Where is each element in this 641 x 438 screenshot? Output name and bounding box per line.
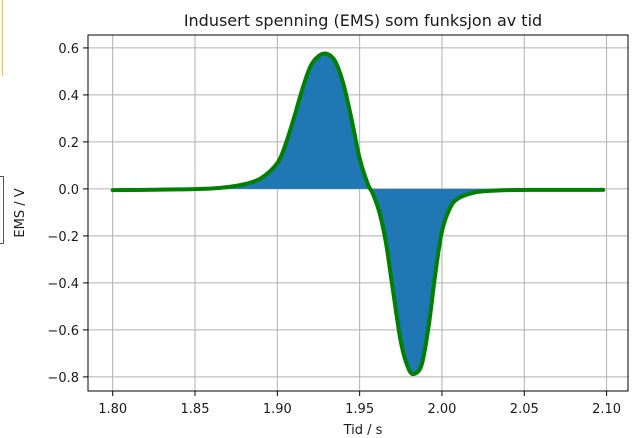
y-tick-label: −0.8	[47, 371, 79, 386]
x-tick-label: 2.10	[592, 402, 621, 417]
plot-frame	[87, 34, 629, 392]
y-tick-label: 0.2	[58, 136, 79, 151]
x-tick-label: 1.95	[345, 402, 374, 417]
y-tick-label: −0.2	[47, 230, 79, 245]
y-tick-label: 0.0	[58, 183, 79, 198]
grid	[88, 35, 628, 391]
window-edge-box	[0, 176, 4, 244]
x-tick-label: 2.05	[510, 402, 539, 417]
y-axis: 0.6 0.4 0.2 0.0 −0.2 −0.4 −0.6 −0.8	[47, 42, 88, 386]
series-line	[110, 51, 606, 377]
x-tick-label: 1.80	[98, 402, 127, 417]
x-tick-label: 2.00	[427, 402, 456, 417]
y-axis-title: EMS / V	[13, 188, 28, 237]
y-tick-label: −0.4	[47, 277, 79, 292]
x-tick-label: 1.90	[263, 402, 292, 417]
x-axis: 1.80 1.85 1.90 1.95 2.00 2.05 2.10	[98, 391, 621, 417]
window-edge-highlight	[0, 0, 3, 76]
y-tick-label: 0.6	[58, 42, 79, 57]
x-tick-label: 1.85	[181, 402, 210, 417]
fill-area	[112, 53, 604, 375]
x-axis-title: Tid / s	[343, 423, 383, 438]
chart-title: Indusert spenning (EMS) som funksjon av …	[184, 11, 542, 30]
y-tick-label: 0.4	[58, 89, 79, 104]
y-tick-label: −0.6	[47, 324, 79, 339]
